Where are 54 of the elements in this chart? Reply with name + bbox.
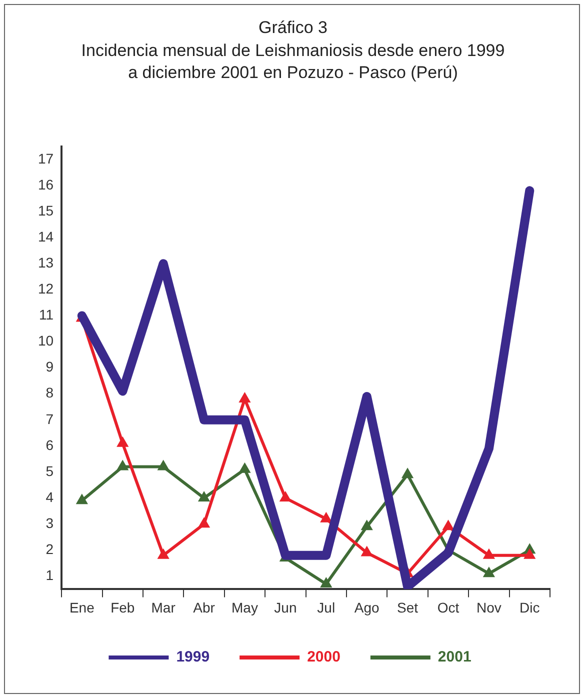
x-tick-label: Jul (317, 599, 336, 616)
y-tick-label: 9 (46, 358, 54, 375)
y-tick-label: 1 (46, 567, 54, 584)
point (118, 461, 128, 470)
point (76, 495, 87, 504)
y-tick-label: 10 (38, 332, 54, 349)
point (240, 394, 250, 403)
legend-label: 2001 (438, 648, 472, 666)
point (118, 438, 128, 447)
y-tick-label: 2 (46, 540, 54, 557)
x-tick-label: Set (397, 599, 418, 616)
y-tick-label: 16 (38, 176, 54, 192)
point (158, 550, 168, 559)
point (158, 461, 168, 470)
x-tick-label: Jun (274, 599, 297, 616)
point (321, 578, 332, 588)
point (524, 550, 535, 559)
point (402, 469, 413, 478)
x-tick-label: Nov (476, 599, 502, 616)
legend-label: 1999 (176, 648, 210, 666)
point (362, 521, 372, 530)
point (321, 513, 332, 522)
point (199, 518, 209, 528)
y-tick-label: 13 (38, 254, 54, 270)
chart-subtitle: Incidencia mensual de Leishmaniosis desde enero 1999 a diciembre 2001 en Pozuzo - Pasco (Perú) (80, 40, 506, 84)
x-tick-label: Ago (354, 599, 380, 616)
y-tick-label: 15 (38, 202, 54, 218)
y-tick-label: 6 (46, 436, 54, 453)
x-tick-label: Ene (69, 599, 95, 616)
point (362, 547, 372, 556)
x-tick-label: Feb (110, 599, 135, 616)
x-tick-label: Mar (151, 599, 176, 616)
y-tick-label: 17 (38, 150, 54, 166)
x-tick-label: Dic (520, 599, 540, 616)
point (524, 544, 535, 554)
legend-label: 2000 (307, 648, 340, 666)
y-tick-label: 14 (38, 228, 54, 244)
x-tick-label: Oct (437, 599, 460, 616)
point (240, 464, 250, 473)
point (280, 492, 290, 502)
point (484, 568, 494, 578)
y-tick-label: 11 (39, 306, 54, 323)
point (199, 492, 209, 502)
y-tick-label: 4 (46, 488, 54, 505)
y-tick-label: 7 (46, 410, 54, 427)
x-tick-label: May (232, 599, 258, 616)
x-tick-label: Abr (193, 599, 216, 616)
y-tick-label: 5 (46, 462, 54, 479)
point (443, 521, 454, 530)
y-tick-label: 8 (46, 384, 54, 401)
y-tick-label: 3 (46, 514, 54, 531)
y-tick-label: 12 (38, 280, 54, 297)
point (484, 550, 494, 559)
chart-title: Gráfico 3 (258, 18, 328, 38)
